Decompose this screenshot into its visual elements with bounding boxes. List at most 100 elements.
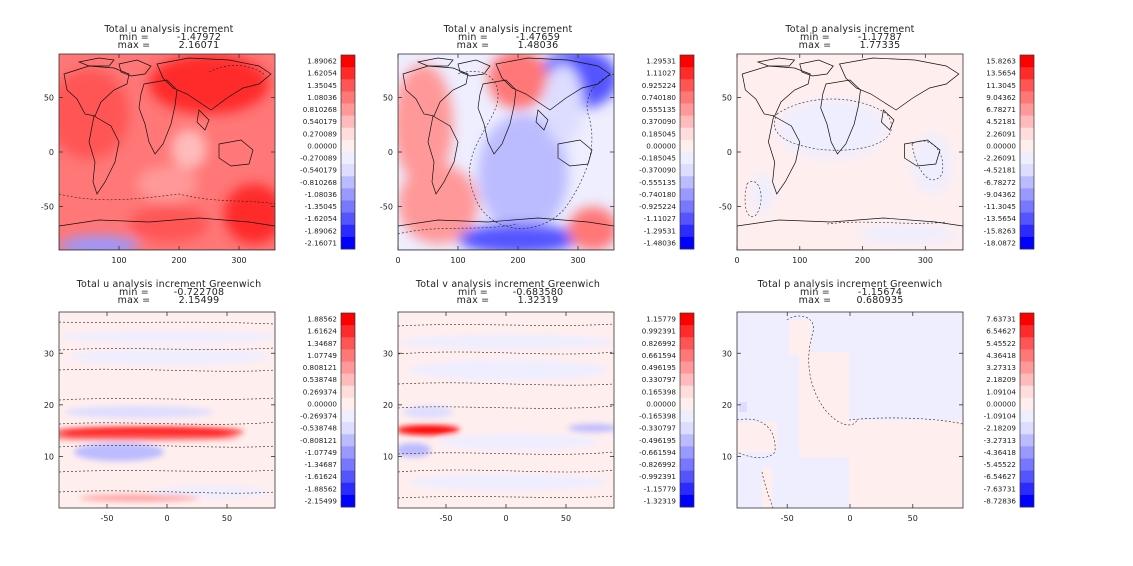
colorbar-swatch bbox=[341, 176, 355, 189]
colorbar-label: 0.330797 bbox=[642, 375, 676, 384]
colorbar-swatch bbox=[1020, 152, 1034, 165]
colorbar-swatch bbox=[1020, 325, 1034, 338]
colorbar-label: 15.8263 bbox=[986, 57, 1016, 66]
colorbar-label: -0.185045 bbox=[639, 154, 676, 163]
colorbar-label: 0.661594 bbox=[642, 351, 677, 360]
max-label: max = bbox=[118, 295, 151, 306]
colorbar-swatch bbox=[341, 434, 355, 447]
colorbar-swatch bbox=[1020, 91, 1034, 104]
colorbar: 7.63731 6.54627 5.45522 4.36418 3.27313 2.182… bbox=[984, 312, 1035, 508]
colorbar-label: -0.540179 bbox=[300, 166, 337, 175]
y-tick-label: 50 bbox=[44, 94, 54, 103]
colorbar: 1.88562 1.61624 1.34687 1.07749 0.808121 0.53… bbox=[300, 312, 356, 508]
colorbar: 15.8263 13.5654 11.3045 9.04362 6.78271 4.521… bbox=[984, 54, 1035, 250]
colorbar-label: -0.826992 bbox=[639, 460, 676, 469]
min-value: -1.47659 bbox=[516, 32, 560, 43]
x-tick-label: 300 bbox=[570, 256, 585, 265]
colorbar-swatch bbox=[1020, 482, 1034, 496]
colorbar-swatch bbox=[341, 361, 355, 375]
colorbar-swatch bbox=[1020, 176, 1034, 189]
chart-title: Total u analysis increment Greenwich bbox=[76, 279, 262, 290]
x-tick-label: 0 bbox=[734, 256, 739, 265]
chart-title-block: Total v analysis increment Greenwichmin … bbox=[415, 279, 600, 306]
colorbar-swatch bbox=[341, 397, 355, 411]
colorbar-label: -4.36418 bbox=[984, 448, 1017, 457]
colorbar-label: 0.00000 bbox=[307, 399, 337, 408]
colorbar-swatch bbox=[341, 337, 355, 350]
colorbar-label: -15.8263 bbox=[984, 226, 1016, 235]
colorbar-label: -7.63731 bbox=[984, 484, 1016, 493]
colorbar-label: -1.88562 bbox=[305, 484, 337, 493]
heatmap-field bbox=[398, 312, 614, 508]
colorbar-swatch bbox=[341, 349, 355, 362]
min-label: min = bbox=[800, 287, 830, 298]
colorbar-label: 1.07749 bbox=[307, 351, 337, 360]
colorbar-swatch bbox=[341, 236, 355, 250]
colorbar-label: 0.269374 bbox=[303, 387, 338, 396]
colorbar-swatch bbox=[1020, 446, 1034, 459]
y-tick-label: -50 bbox=[41, 202, 54, 211]
colorbar-label: -0.370090 bbox=[639, 166, 676, 175]
colorbar-swatch bbox=[1020, 139, 1034, 153]
x-tick-label: 100 bbox=[111, 256, 126, 265]
x-tick-label: 300 bbox=[231, 256, 246, 265]
colorbar-swatch bbox=[680, 139, 694, 153]
colorbar-swatch bbox=[341, 458, 355, 472]
colorbar-swatch bbox=[341, 152, 355, 165]
chart-title: Total p analysis increment bbox=[784, 24, 914, 35]
colorbar-swatch bbox=[680, 494, 694, 508]
colorbar-swatch bbox=[1020, 397, 1034, 411]
colorbar-label: 0.555135 bbox=[642, 105, 676, 114]
colorbar-label: 6.54627 bbox=[986, 327, 1016, 336]
colorbar-swatch bbox=[341, 373, 355, 387]
colorbar-label: -1.09104 bbox=[984, 412, 1017, 421]
colorbar-label: -2.15499 bbox=[305, 496, 338, 505]
colorbar-label: -4.52181 bbox=[984, 166, 1016, 175]
colorbar-swatch bbox=[1020, 79, 1034, 92]
colorbar-swatch bbox=[1020, 103, 1034, 117]
colorbar-label: 1.29531 bbox=[646, 57, 676, 66]
colorbar-label: -1.35045 bbox=[305, 202, 337, 211]
colorbar-label: -1.29531 bbox=[644, 226, 676, 235]
colorbar-swatch bbox=[1020, 337, 1034, 350]
colorbar-label: -11.3045 bbox=[984, 202, 1016, 211]
max-value: 1.32319 bbox=[518, 295, 559, 306]
chart-title: Total v analysis increment bbox=[443, 24, 573, 35]
heatmap-field bbox=[737, 312, 963, 508]
colorbar-swatch bbox=[680, 79, 694, 92]
colorbar-swatch bbox=[1020, 164, 1034, 177]
colorbar-label: -6.78272 bbox=[984, 178, 1016, 187]
colorbar-swatch bbox=[341, 470, 355, 484]
x-tick-label: 200 bbox=[855, 256, 870, 265]
colorbar: 1.89062 1.62054 1.35045 1.08036 0.810268 0.54… bbox=[300, 54, 356, 250]
colorbar-swatch bbox=[680, 349, 694, 362]
colorbar-swatch bbox=[680, 127, 694, 141]
colorbar: 1.15779 0.992391 0.826992 0.661594 0.496195 0… bbox=[639, 312, 695, 508]
chart-title: Total p analysis increment Greenwich bbox=[757, 279, 943, 290]
colorbar-label: -3.27313 bbox=[984, 436, 1016, 445]
colorbar-label: 0.740180 bbox=[642, 93, 677, 102]
colorbar-label: 5.45522 bbox=[986, 339, 1016, 348]
colorbar-swatch bbox=[1020, 422, 1034, 435]
min-value: -1.15674 bbox=[858, 287, 902, 298]
max-label: max = bbox=[118, 40, 151, 51]
max-label: max = bbox=[799, 295, 832, 306]
colorbar-label: 2.26091 bbox=[986, 129, 1016, 138]
colorbar-swatch bbox=[680, 361, 694, 375]
colorbar-label: 1.61624 bbox=[307, 327, 337, 336]
y-tick-label: 20 bbox=[44, 401, 54, 410]
colorbar-swatch bbox=[1020, 67, 1034, 80]
y-tick-label: 50 bbox=[383, 94, 393, 103]
colorbar-label: -1.32319 bbox=[644, 496, 677, 505]
colorbar-label: 7.63731 bbox=[986, 315, 1016, 324]
x-tick-label: 100 bbox=[450, 256, 465, 265]
min-label: min = bbox=[119, 287, 149, 298]
colorbar-swatch bbox=[1020, 434, 1034, 447]
min-label: min = bbox=[458, 287, 488, 298]
x-tick-label: 50 bbox=[908, 514, 918, 523]
colorbar-swatch bbox=[341, 139, 355, 153]
colorbar-swatch bbox=[680, 313, 694, 326]
